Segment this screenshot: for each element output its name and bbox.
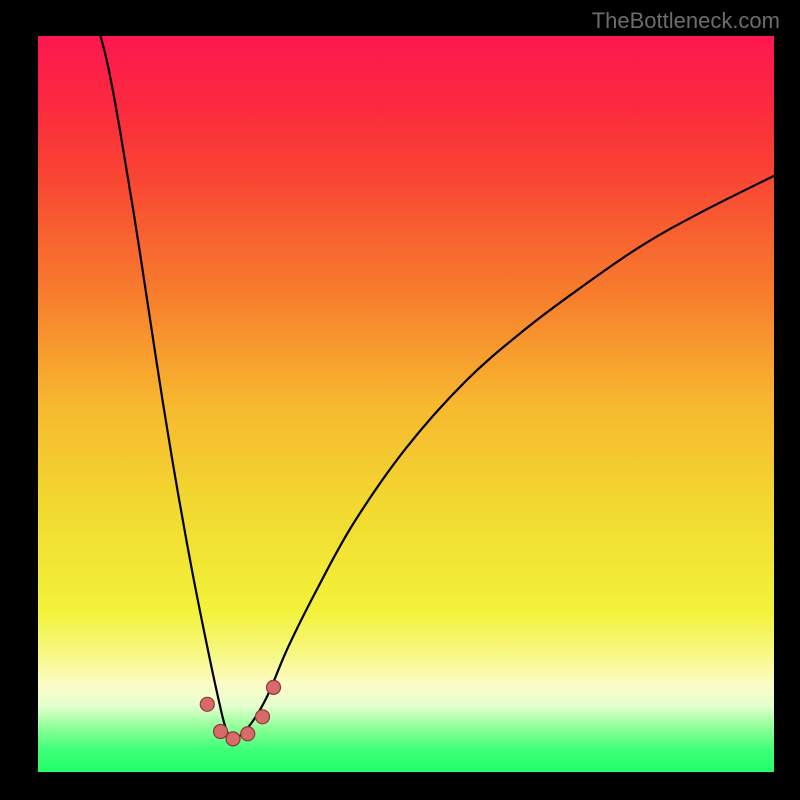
gradient-background xyxy=(38,36,774,772)
chart-canvas: TheBottleneck.com xyxy=(0,0,800,800)
data-marker xyxy=(200,697,214,711)
data-marker xyxy=(267,680,281,694)
bottleneck-chart xyxy=(0,0,800,800)
data-marker xyxy=(241,727,255,741)
data-marker xyxy=(255,710,269,724)
data-marker xyxy=(214,725,228,739)
data-marker xyxy=(226,732,240,746)
watermark-text: TheBottleneck.com xyxy=(592,8,780,34)
